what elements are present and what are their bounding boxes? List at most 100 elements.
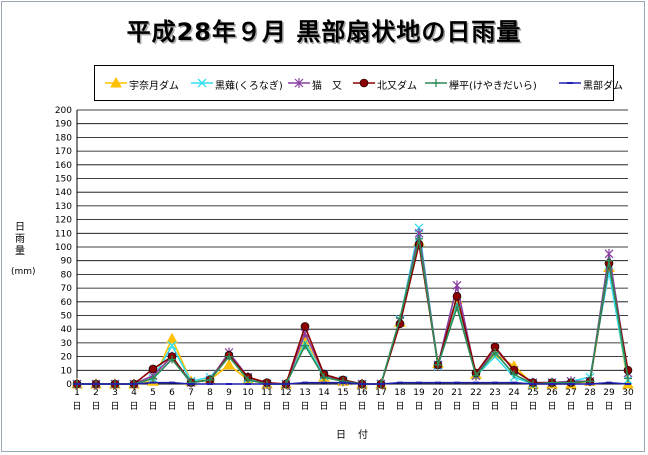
x-tick-suffix: 日 bbox=[395, 401, 404, 412]
x-tick-suffix: 日 bbox=[623, 401, 632, 412]
x-tick-suffix: 日 bbox=[490, 401, 499, 412]
x-tick-label: 14 bbox=[318, 388, 330, 398]
legend-marker-icon bbox=[105, 76, 127, 88]
data-point bbox=[510, 370, 518, 379]
y-tick-label: 110 bbox=[55, 229, 72, 239]
x-tick-suffix: 日 bbox=[376, 401, 385, 412]
series-1 bbox=[71, 235, 634, 389]
legend-marker bbox=[359, 78, 369, 88]
x-tick-label: 13 bbox=[299, 388, 310, 398]
x-tick-label: 21 bbox=[451, 388, 462, 398]
x-tick-suffix: 日 bbox=[319, 401, 328, 412]
data-point bbox=[148, 364, 158, 374]
legend-marker bbox=[432, 79, 440, 87]
y-tick-label: 130 bbox=[55, 202, 72, 212]
series-line bbox=[77, 241, 629, 385]
x-tick-label: 25 bbox=[527, 388, 538, 398]
legend-marker bbox=[197, 78, 207, 88]
y-tick-label: 150 bbox=[55, 175, 72, 185]
data-point bbox=[452, 292, 462, 301]
data-point bbox=[225, 352, 233, 361]
data-point bbox=[624, 374, 632, 383]
data-point bbox=[605, 256, 613, 265]
x-tick-suffix: 日 bbox=[129, 401, 138, 412]
x-tick-label: 23 bbox=[489, 388, 500, 398]
data-point bbox=[168, 355, 176, 364]
data-point bbox=[244, 375, 252, 384]
y-tick-label: 30 bbox=[61, 339, 73, 349]
data-point bbox=[167, 341, 177, 351]
x-tick-suffix: 日 bbox=[547, 401, 556, 412]
x-tick-label: 11 bbox=[261, 388, 272, 398]
x-tick-label: 10 bbox=[242, 388, 254, 398]
x-tick-label: 29 bbox=[603, 388, 615, 398]
y-tick-label: 170 bbox=[55, 147, 72, 157]
x-tick-suffix: 日 bbox=[148, 401, 157, 412]
x-tick-label: 19 bbox=[413, 388, 425, 398]
x-tick-suffix: 日 bbox=[452, 401, 461, 412]
series-line bbox=[77, 381, 629, 385]
data-point bbox=[415, 234, 423, 243]
x-tick-label: 20 bbox=[432, 388, 444, 398]
x-tick-suffix: 日 bbox=[566, 401, 575, 412]
series-4 bbox=[72, 239, 633, 389]
x-tick-label: 8 bbox=[207, 388, 213, 398]
legend-label: 宇奈月ダム bbox=[129, 81, 179, 92]
y-axis-unit: (mm) bbox=[11, 267, 36, 277]
x-tick-suffix: 日 bbox=[471, 401, 480, 412]
legend-marker bbox=[294, 78, 304, 88]
legend-label: 黒薙(くろなぎ) bbox=[215, 81, 283, 92]
y-tick-label: 70 bbox=[61, 284, 73, 294]
x-axis-label: 日付 bbox=[336, 430, 380, 441]
data-point bbox=[223, 358, 235, 370]
data-point bbox=[206, 375, 214, 384]
legend-label: 欅平(けやきだいら) bbox=[449, 81, 537, 92]
x-tick-label: 12 bbox=[280, 388, 291, 398]
data-point bbox=[548, 378, 556, 387]
data-point bbox=[339, 377, 347, 386]
y-tick-label: 40 bbox=[61, 325, 73, 335]
x-tick-label: 22 bbox=[470, 388, 481, 398]
x-tick-suffix: 日 bbox=[243, 401, 252, 412]
data-point bbox=[491, 348, 499, 357]
x-tick-label: 27 bbox=[565, 388, 576, 398]
series-3 bbox=[72, 228, 633, 389]
legend-marker-icon bbox=[559, 82, 581, 84]
data-point bbox=[452, 280, 462, 291]
x-tick-label: 2 bbox=[93, 388, 99, 398]
x-tick-suffix: 日 bbox=[205, 401, 214, 412]
x-tick-suffix: 日 bbox=[338, 401, 347, 412]
series-line bbox=[77, 233, 629, 385]
x-tick-suffix: 日 bbox=[262, 401, 271, 412]
x-tick-label: 3 bbox=[112, 388, 118, 398]
data-point bbox=[567, 378, 575, 387]
x-tick-suffix: 日 bbox=[91, 401, 100, 412]
x-tick-label: 4 bbox=[131, 388, 137, 398]
data-point bbox=[472, 371, 480, 380]
x-tick-suffix: 日 bbox=[224, 401, 233, 412]
legend-label: 猫 又 bbox=[312, 81, 342, 92]
x-tick-label: 15 bbox=[337, 388, 348, 398]
x-tick-suffix: 日 bbox=[604, 401, 613, 412]
chart-title: 平成28年９月 黒部扇状地の日雨量 bbox=[126, 18, 522, 46]
data-point bbox=[396, 314, 404, 323]
data-point bbox=[300, 322, 310, 331]
y-tick-label: 90 bbox=[61, 257, 73, 267]
legend-label: 北又ダム bbox=[377, 81, 417, 92]
legend: 宇奈月ダム 黒薙(くろなぎ) 猫 又 北又ダム 欅平(けやきだいら) 黒部ダム bbox=[94, 65, 623, 101]
y-tick-label: 200 bbox=[55, 106, 72, 116]
x-tick-label: 24 bbox=[508, 388, 520, 398]
x-tick-suffix: 日 bbox=[433, 401, 442, 412]
data-point bbox=[453, 303, 461, 312]
x-tick-suffix: 日 bbox=[281, 401, 290, 412]
x-tick-label: 17 bbox=[375, 388, 386, 398]
data-point bbox=[149, 374, 157, 383]
legend-marker bbox=[110, 76, 122, 88]
series-5 bbox=[73, 234, 632, 388]
data-point bbox=[187, 378, 195, 387]
x-tick-label: 1 bbox=[74, 388, 80, 398]
x-tick-label: 5 bbox=[150, 388, 156, 398]
y-tick-label: 80 bbox=[61, 270, 73, 280]
x-tick-label: 7 bbox=[188, 388, 194, 398]
legend-marker-icon bbox=[288, 78, 310, 88]
